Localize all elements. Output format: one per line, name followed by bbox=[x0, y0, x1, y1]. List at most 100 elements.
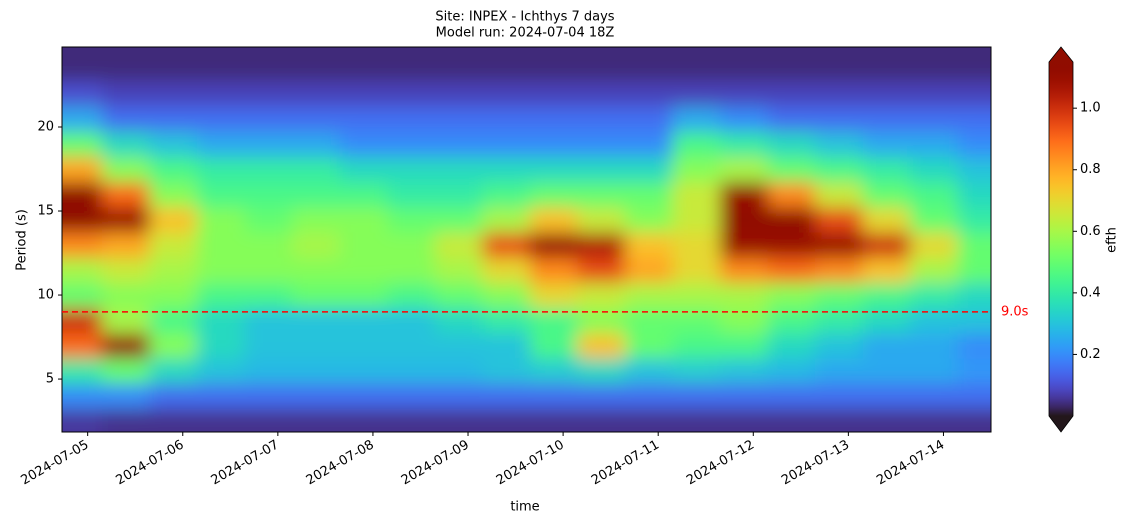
heat-cell bbox=[101, 358, 150, 384]
heat-cell bbox=[434, 408, 483, 432]
heat-cell bbox=[529, 206, 578, 233]
heat-cell bbox=[339, 80, 388, 107]
heat-cell bbox=[244, 257, 293, 283]
heat-cell bbox=[339, 131, 388, 157]
heat-cell bbox=[482, 156, 531, 183]
heat-cell bbox=[62, 282, 103, 309]
heat-cell bbox=[672, 206, 721, 233]
heat-cell bbox=[339, 358, 388, 384]
heat-cell bbox=[339, 257, 388, 283]
heat-cell bbox=[387, 332, 436, 359]
heat-cell bbox=[862, 332, 911, 359]
heat-cell bbox=[244, 156, 293, 183]
heat-cell bbox=[624, 282, 673, 309]
heat-cell bbox=[387, 47, 436, 82]
heat-cell bbox=[149, 80, 198, 107]
plot-frame bbox=[61, 46, 992, 433]
heat-cell bbox=[815, 383, 864, 409]
x-tick-label: 2024-07-08 bbox=[304, 438, 377, 489]
y-tick-label: 15 bbox=[37, 204, 54, 219]
heat-cell bbox=[624, 358, 673, 384]
heat-cell bbox=[387, 156, 436, 183]
heat-cell bbox=[624, 47, 673, 82]
heat-cell bbox=[387, 131, 436, 157]
heat-cell bbox=[577, 408, 626, 432]
colorbar-tick-label: 0.8 bbox=[1080, 162, 1101, 177]
heat-cell bbox=[815, 257, 864, 283]
heat-cell bbox=[767, 257, 816, 283]
colorbar-tick-label: 0.2 bbox=[1080, 347, 1101, 362]
heat-cell bbox=[672, 332, 721, 359]
x-tick-label: 2024-07-07 bbox=[209, 438, 282, 489]
heat-cell bbox=[149, 332, 198, 359]
heat-cell bbox=[292, 232, 341, 258]
heat-cell bbox=[101, 131, 150, 157]
heat-cell bbox=[482, 181, 531, 208]
heat-cell bbox=[339, 206, 388, 233]
heat-cell bbox=[292, 332, 341, 359]
heat-cell bbox=[672, 257, 721, 283]
chart-subtitle: Model run: 2024-07-04 18Z bbox=[436, 26, 615, 41]
heat-cell bbox=[482, 131, 531, 157]
heat-cell bbox=[720, 105, 769, 132]
heat-cell bbox=[862, 47, 911, 82]
heat-cell bbox=[101, 156, 150, 183]
heat-cell bbox=[292, 181, 341, 208]
x-tick-label: 2024-07-14 bbox=[874, 438, 947, 489]
heat-cell bbox=[624, 80, 673, 107]
heat-cell bbox=[862, 358, 911, 384]
heat-cell bbox=[529, 408, 578, 432]
heat-cell bbox=[62, 408, 103, 432]
heat-cell bbox=[292, 383, 341, 409]
heat-cell bbox=[910, 282, 959, 309]
heat-cell bbox=[577, 105, 626, 132]
heat-cell bbox=[244, 181, 293, 208]
heat-cell bbox=[767, 47, 816, 82]
heat-cell bbox=[197, 282, 246, 309]
chart-title: Site: INPEX - Ichthys 7 days bbox=[435, 10, 614, 25]
heat-cell bbox=[149, 358, 198, 384]
heat-cell bbox=[529, 80, 578, 107]
heat-cell bbox=[862, 206, 911, 233]
heat-cell bbox=[292, 156, 341, 183]
heat-cell bbox=[577, 80, 626, 107]
heat-cell bbox=[957, 332, 991, 359]
heat-cell bbox=[339, 332, 388, 359]
heat-cell bbox=[529, 156, 578, 183]
heat-cell bbox=[62, 232, 103, 258]
heat-cell bbox=[529, 358, 578, 384]
heat-cell bbox=[482, 332, 531, 359]
heat-cell bbox=[910, 332, 959, 359]
heat-cell bbox=[910, 232, 959, 258]
heat-cell bbox=[197, 47, 246, 82]
heat-cell bbox=[101, 257, 150, 283]
heat-cell bbox=[482, 80, 531, 107]
heat-cell bbox=[957, 156, 991, 183]
heat-cell bbox=[957, 358, 991, 384]
heat-cell bbox=[339, 105, 388, 132]
heat-cell bbox=[101, 383, 150, 409]
heat-cell bbox=[339, 181, 388, 208]
x-tick-label: 2024-07-05 bbox=[18, 438, 91, 489]
heat-cell bbox=[815, 131, 864, 157]
heat-cell bbox=[815, 332, 864, 359]
heat-cell bbox=[529, 282, 578, 309]
heat-cell bbox=[767, 206, 816, 233]
heat-cell bbox=[815, 206, 864, 233]
heat-cell bbox=[672, 80, 721, 107]
colorbar-tick-label: 0.6 bbox=[1080, 224, 1101, 239]
x-tick-label: 2024-07-10 bbox=[494, 438, 567, 489]
heat-cell bbox=[434, 257, 483, 283]
heat-cell bbox=[672, 232, 721, 258]
heat-cell bbox=[434, 206, 483, 233]
heat-cell bbox=[815, 358, 864, 384]
heat-cell bbox=[244, 383, 293, 409]
heat-cell bbox=[862, 181, 911, 208]
heat-cell bbox=[149, 156, 198, 183]
heat-cell bbox=[62, 131, 103, 157]
heat-cell bbox=[672, 358, 721, 384]
heat-cell bbox=[387, 105, 436, 132]
heat-cell bbox=[720, 131, 769, 157]
heat-cell bbox=[292, 80, 341, 107]
heat-cell bbox=[434, 47, 483, 82]
